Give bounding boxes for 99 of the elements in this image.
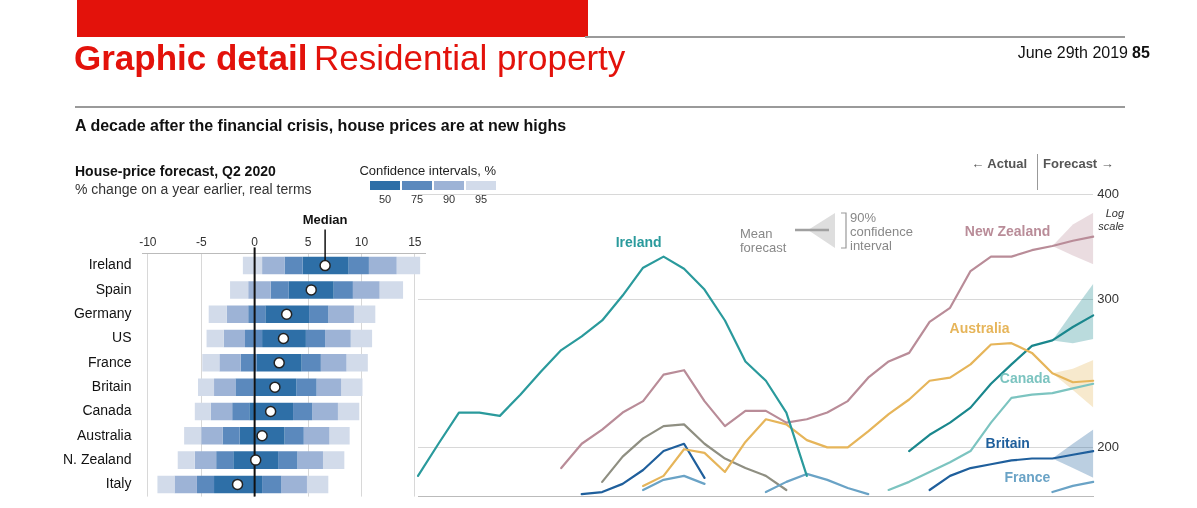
x-tick-label: 0 [251,234,259,249]
y-tick-label: N. Zealand [63,450,132,467]
y-tick-label: Germany [73,305,132,322]
text: June 29th 2019 [1017,44,1128,62]
legend-title: Confidence intervals, % [359,163,496,178]
bar [353,305,376,323]
bar [270,281,289,299]
y-tick-label: France [87,353,132,370]
bar [278,451,298,469]
y-tick-label: Australia [77,426,132,443]
bar [348,256,369,275]
bar [284,256,303,275]
legend-label: 90 [441,193,457,205]
series-label: New Zealand [964,222,1051,239]
bar [281,475,307,494]
bar [329,427,350,445]
text: Median [302,212,348,228]
bar [316,378,342,396]
bar [206,329,224,348]
y-tick-label: Spain [95,280,132,297]
bar [284,427,304,445]
series-label: Australia [949,320,1010,336]
bar [341,378,363,396]
bar [305,329,326,348]
bar [219,354,241,372]
bar [309,305,329,323]
y-tick-label: Britain [91,378,132,395]
y-tick-label: 400 [1097,185,1120,201]
bar [208,305,227,323]
series-label: Ireland [615,233,662,250]
text: Forecast → [1043,156,1114,171]
text: Graphic detail [74,38,308,78]
chart-subtitle: % change on a year earlier, real terms [75,181,312,197]
bar [226,305,249,323]
bar [202,354,220,372]
bar [322,451,345,469]
bar [350,329,373,348]
bar [216,451,234,469]
y-tick-label: 300 [1097,290,1120,306]
bar [194,451,217,469]
text: 85 [1132,44,1150,62]
bar [337,402,360,421]
bar [346,354,368,372]
x-tick-label: -5 [195,234,207,249]
y-tick-label: 200 [1097,438,1120,454]
bar [198,378,215,396]
bar [262,256,285,275]
bar [177,451,195,469]
text: A decade after the financial crisis, house prices are at new highs [75,117,567,135]
bar [379,281,404,299]
annotation: Mean forecast [740,226,788,255]
series-label: France [1004,468,1051,485]
bar [312,402,338,421]
bar [222,427,240,445]
series-label: Britain [985,435,1030,452]
bar [325,329,351,348]
bar [201,427,223,445]
bar [352,281,380,299]
chart-title: House-price forecast, Q2 2020 [75,163,276,179]
y-tick-label: Italy [105,475,132,492]
bar [157,475,175,494]
legend-label: 95 [473,193,489,205]
bar [396,256,421,275]
bar [248,281,271,299]
bar [320,354,347,372]
y-tick-label: Ireland [88,256,132,273]
bar [230,281,249,299]
bar [301,354,321,372]
series-label: Canada [999,369,1051,386]
bar [223,329,246,348]
bar [296,378,317,396]
x-tick-label: 10 [354,234,369,249]
x-tick-label: 15 [408,234,422,249]
text: ← Actual [971,156,1027,171]
text: Log scale [1097,207,1124,233]
legend-label: 75 [409,193,425,205]
y-tick-label: Canada [82,402,132,419]
bar [194,402,211,421]
bar [333,281,353,299]
legend-label: 50 [377,193,393,205]
text: Residential property [314,38,626,78]
bar [262,475,282,494]
bar [174,475,197,494]
x-tick-label: 5 [304,234,312,249]
bar [297,451,323,469]
bar [306,475,329,494]
annotation: 90% confidence interval [850,210,914,253]
bar [196,475,215,494]
bar [328,305,354,323]
y-tick-label: US [112,329,132,346]
bar [235,378,254,396]
bar [184,427,202,445]
bar [210,402,233,421]
bar [232,402,250,421]
x-tick-label: -10 [139,234,157,249]
bar [303,427,330,445]
bar [214,378,236,396]
bar [293,402,313,421]
bar [368,256,397,275]
